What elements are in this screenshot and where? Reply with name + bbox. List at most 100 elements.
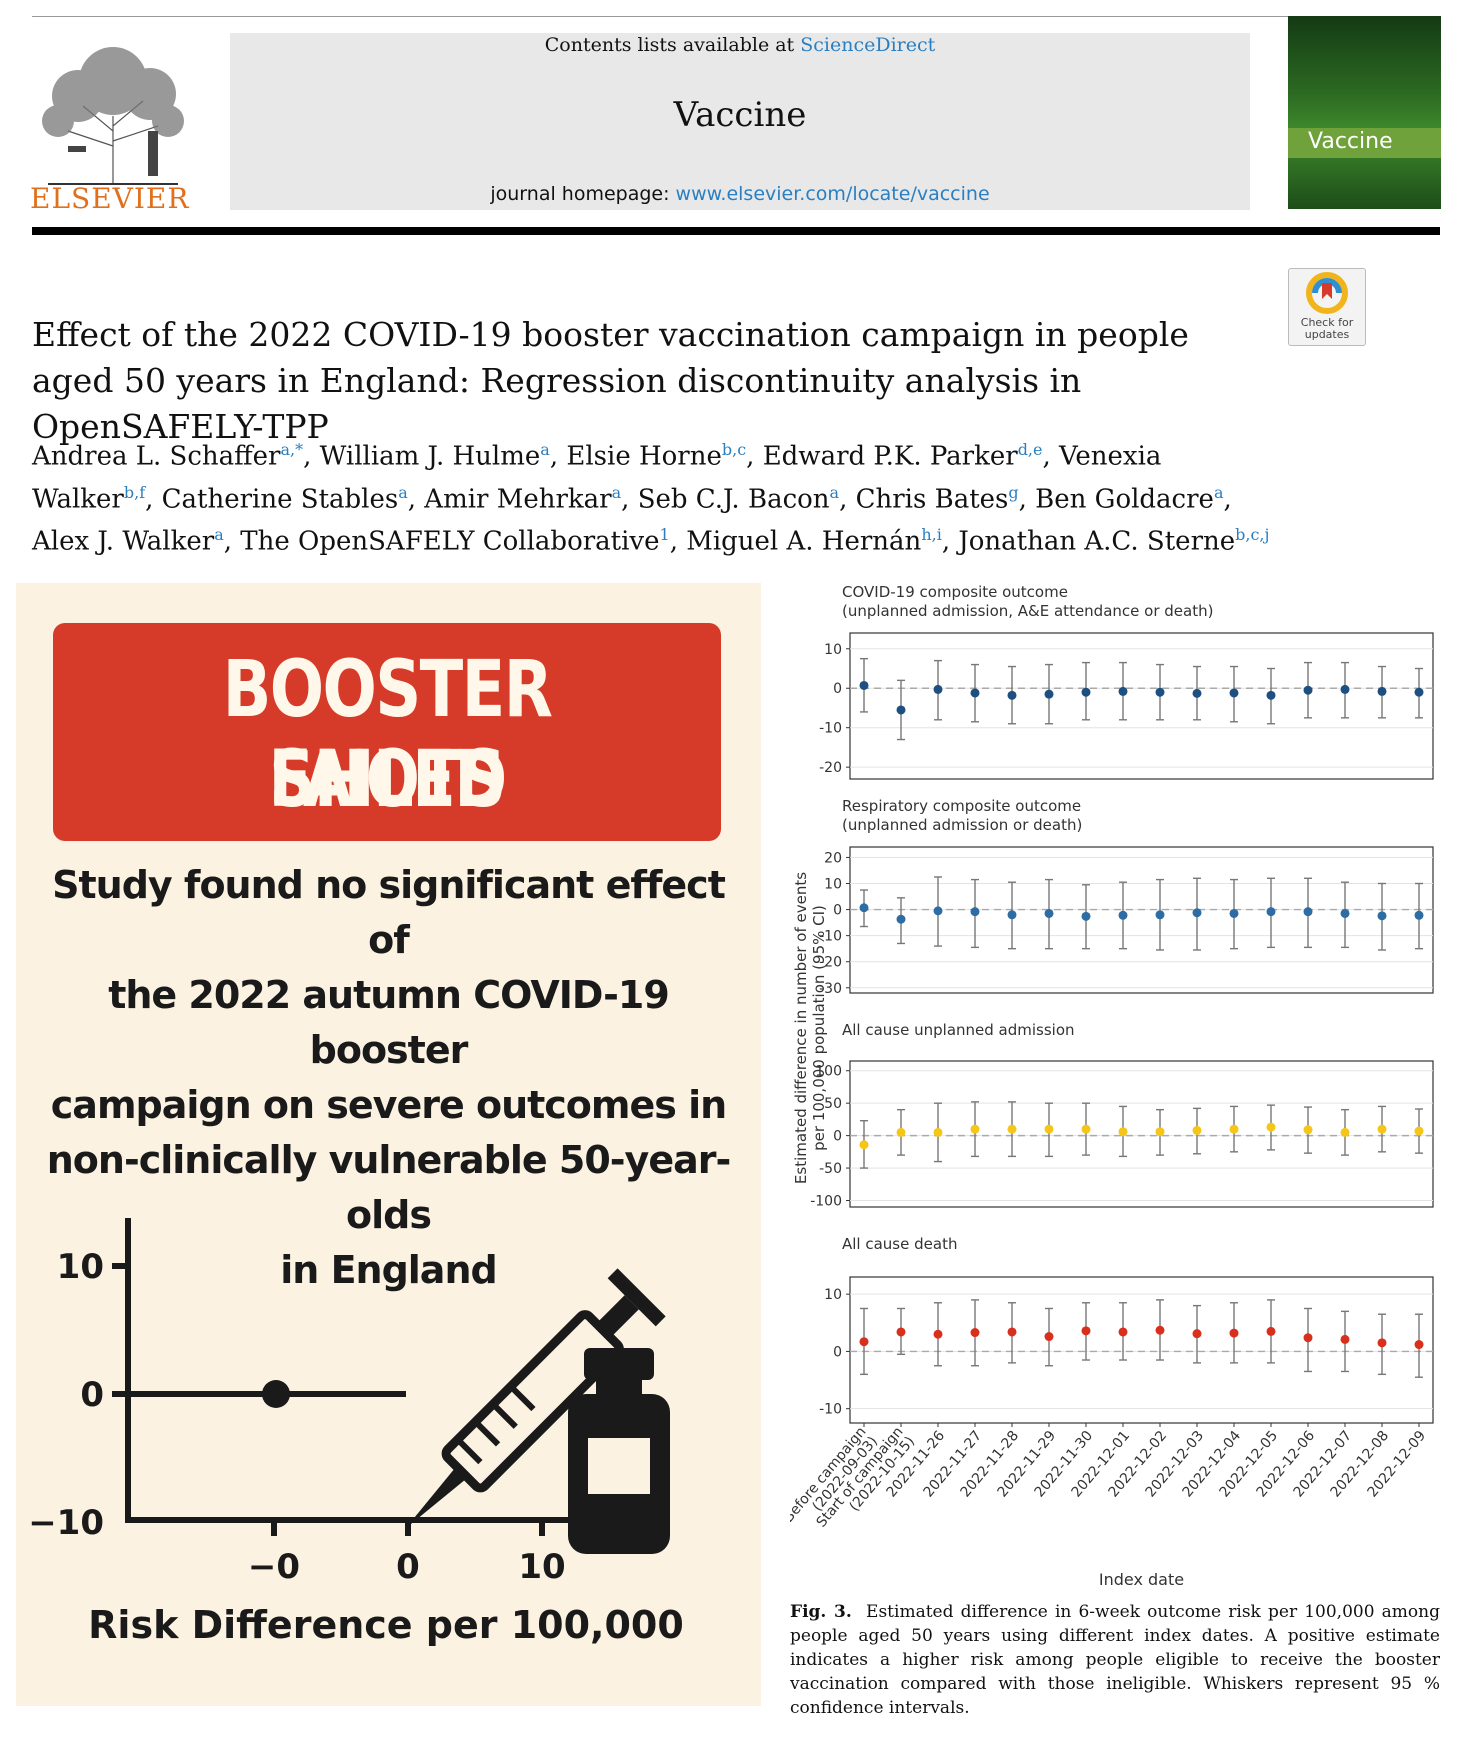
- author-name[interactable]: Alex J. Walker: [32, 526, 215, 557]
- estimate-point: [1155, 910, 1165, 920]
- estimate-point: [896, 705, 906, 715]
- author-affiliation[interactable]: b,f: [123, 482, 146, 502]
- author-affiliation[interactable]: b,c,j: [1235, 525, 1270, 545]
- check-for-updates-button[interactable]: Check for updates: [1288, 268, 1366, 346]
- y-tick-label: -100: [810, 1194, 842, 1210]
- infographic-mini-plot: 10 0 −10 −0 0 10 Risk Difference per 100…: [28, 1218, 684, 1647]
- author-name[interactable]: Miguel A. Hernán: [686, 526, 922, 557]
- estimate-point: [1118, 1327, 1128, 1337]
- estimate-point: [1229, 908, 1239, 918]
- author-name[interactable]: Andrea L. Schaffer: [32, 441, 281, 472]
- estimate-point: [1266, 690, 1276, 700]
- y-tick-label: -20: [819, 760, 842, 776]
- panel-title: All cause unplanned admission: [842, 1021, 1075, 1039]
- estimate-point: [1192, 1329, 1202, 1339]
- panel-frame: [849, 846, 1434, 994]
- author-name[interactable]: Jonathan A.C. Sterne: [958, 526, 1236, 557]
- homepage-line: journal homepage: www.elsevier.com/locat…: [230, 183, 1250, 205]
- estimate-point: [970, 907, 980, 917]
- author-affiliation[interactable]: 1: [659, 525, 670, 545]
- estimate-point: [970, 1124, 980, 1134]
- mini-plot-x-label: Risk Difference per 100,000: [88, 1603, 684, 1647]
- panel-title: All cause death: [842, 1235, 957, 1253]
- author-name[interactable]: Edward P.K. Parker: [762, 441, 1018, 472]
- estimate-point: [1118, 686, 1128, 696]
- publisher-name: ELSEVIER: [30, 182, 190, 215]
- mini-plot-y-tick-label: −10: [28, 1503, 104, 1543]
- author-affiliation[interactable]: g: [1008, 482, 1019, 502]
- estimate-point: [1303, 685, 1313, 695]
- estimate-point: [1266, 1122, 1276, 1132]
- author-name[interactable]: Venexia Walker: [32, 441, 1162, 515]
- estimate-point: [1229, 688, 1239, 698]
- cover-title: Vaccine: [1308, 129, 1393, 154]
- estimate-point: [1340, 1127, 1350, 1137]
- author-name[interactable]: Seb C.J. Bacon: [637, 484, 830, 515]
- author-affiliation[interactable]: d,e: [1017, 440, 1043, 459]
- mini-plot-y-tick-label: 0: [80, 1375, 104, 1415]
- author-affiliation[interactable]: b,c: [721, 440, 747, 459]
- header-thick-rule: [32, 227, 1440, 235]
- sciencedirect-link[interactable]: ScienceDirect: [800, 34, 936, 56]
- y-tick-label: -10: [819, 1402, 842, 1418]
- author-name[interactable]: Amir Mehrkar: [424, 484, 612, 515]
- author-name[interactable]: The OpenSAFELY Collaborative: [240, 526, 660, 557]
- estimate-point: [1340, 908, 1350, 918]
- y-tick-label: 0: [833, 681, 842, 697]
- y-tick-label: -10: [819, 929, 842, 945]
- estimate-point: [1081, 1326, 1091, 1336]
- vial-icon: [568, 1348, 670, 1554]
- infographic-text-line: Study found no significant effect of: [52, 863, 726, 962]
- author-affiliation[interactable]: a: [214, 525, 224, 545]
- y-tick-label: -20: [819, 955, 842, 971]
- y-tick-label: 10: [824, 877, 842, 893]
- estimate-point: [896, 1327, 906, 1337]
- panel-frame: [849, 1276, 1434, 1424]
- estimate-point: [1007, 1124, 1017, 1134]
- banner-line1: BOOSTER SHOTS: [222, 645, 553, 825]
- author-name[interactable]: Elsie Horne: [566, 441, 722, 472]
- elsevier-tree-logo: [28, 36, 198, 214]
- check-updates-icon: [1306, 272, 1348, 314]
- author-affiliation[interactable]: a: [1213, 482, 1224, 502]
- journal-cover-image[interactable]: Vaccine: [1288, 16, 1441, 209]
- author-affiliation[interactable]: a: [398, 482, 408, 502]
- author-name[interactable]: Ben Goldacre: [1035, 484, 1214, 515]
- estimate-point: [1229, 1124, 1239, 1134]
- author-affiliation[interactable]: a,*: [280, 440, 304, 459]
- estimate-point: [933, 1329, 943, 1339]
- estimate-point: [1266, 907, 1276, 917]
- estimate-point: [1192, 688, 1202, 698]
- homepage-link[interactable]: www.elsevier.com/locate/vaccine: [675, 183, 990, 205]
- y-tick-label: 0: [833, 903, 842, 919]
- author-affiliation[interactable]: a: [829, 482, 840, 502]
- caption-label: Fig. 3.: [790, 1602, 852, 1622]
- author-affiliation[interactable]: a: [540, 440, 550, 459]
- author-name[interactable]: Catherine Stables: [161, 484, 399, 515]
- estimate-point: [1044, 1332, 1054, 1342]
- estimate-point: [933, 684, 943, 694]
- estimate-point: [970, 1328, 980, 1338]
- y-tick-label: -10: [819, 721, 842, 737]
- contents-prefix: Contents lists available at: [544, 34, 801, 56]
- estimate-point: [1044, 1124, 1054, 1134]
- figure-caption: Fig. 3. Estimated difference in 6-week o…: [790, 1600, 1440, 1720]
- infographic-text-line: the 2022 autumn COVID-19 booster: [108, 973, 670, 1072]
- y-tick-label: 100: [815, 1064, 842, 1080]
- author-affiliation[interactable]: a: [611, 482, 622, 502]
- estimate-point: [1007, 910, 1017, 920]
- estimate-point: [1192, 1125, 1202, 1135]
- author-name[interactable]: Chris Bates: [855, 484, 1009, 515]
- author-list: Andrea L. Schaffera,*, William J. Hulmea…: [32, 440, 1270, 557]
- estimate-point: [1414, 910, 1424, 920]
- y-axis-label-part: Estimated difference in number of events: [792, 872, 810, 1184]
- mini-plot-x-tick-label: 10: [518, 1547, 565, 1587]
- author-name[interactable]: William J. Hulme: [319, 441, 541, 472]
- y-axis-label-part: per 100,000 population (95% CI): [810, 905, 828, 1151]
- estimate-point: [1044, 908, 1054, 918]
- author-affiliation[interactable]: h,i: [921, 525, 942, 545]
- x-axis-label: Index date: [1099, 1570, 1184, 1589]
- estimate-point: [1155, 687, 1165, 697]
- estimate-point: [859, 903, 869, 913]
- estimate-point: [1377, 1124, 1387, 1134]
